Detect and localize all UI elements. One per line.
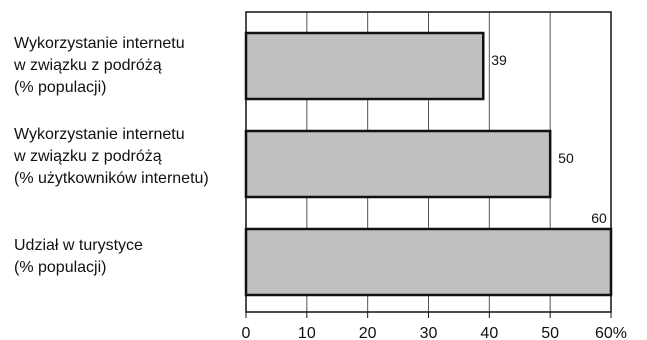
bars [244, 31, 613, 297]
category-label: Wykorzystanie internetu [14, 35, 185, 52]
category-label: Wykorzystanie internetu [14, 126, 185, 143]
category-label: (% użytkowników internetu) [14, 170, 209, 187]
bar [244, 227, 613, 297]
data-label: 39 [491, 52, 507, 68]
value-labels: 39 50 60 [491, 52, 607, 226]
tick-label: 50 [541, 325, 559, 340]
x-axis-ticks: 0 10 20 30 40 50 60% [242, 312, 627, 340]
category-label: w związku z podróżą [13, 148, 162, 165]
category-label: (% populacji) [14, 79, 106, 96]
data-label: 60 [591, 210, 607, 226]
category-label: Udział w turystyce [14, 237, 143, 254]
category-label: w związku z podróżą [13, 57, 162, 74]
tick-label: 20 [359, 325, 377, 340]
bar [244, 31, 485, 101]
bar [244, 129, 552, 199]
data-label: 50 [558, 150, 574, 166]
tick-label: 30 [420, 325, 438, 340]
tick-label: 10 [298, 325, 316, 340]
tick-label: 40 [480, 325, 498, 340]
category-label: (% populacji) [14, 259, 106, 276]
category-labels: Wykorzystanie internetu w związku z podró… [13, 35, 209, 276]
tick-label: 0 [242, 325, 251, 340]
tick-label: 60% [595, 325, 627, 340]
